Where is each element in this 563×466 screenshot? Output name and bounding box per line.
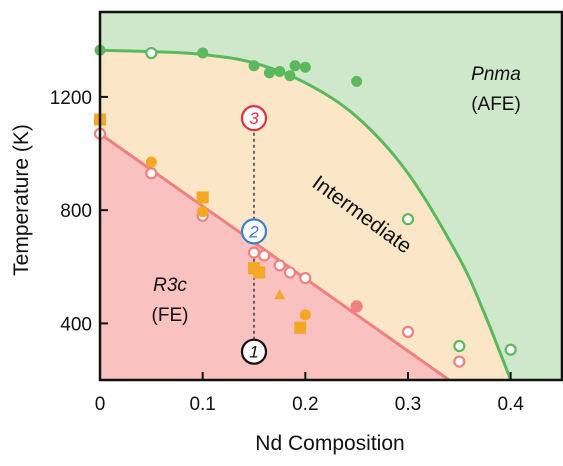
phase-boundaries xyxy=(99,48,513,382)
data-point-filled-circle xyxy=(145,156,157,168)
data-point-filled-circle xyxy=(299,61,311,73)
axes: 0 0.1 0.2 0.3 0.4 400 800 1200 xyxy=(50,88,525,415)
data-point-open-circle xyxy=(247,246,261,259)
x-tick-label: 0.3 xyxy=(395,394,421,415)
pnma-region-label: (AFE) xyxy=(471,94,521,115)
data-point-open-circle xyxy=(401,213,415,226)
data-point-filled-square xyxy=(294,321,307,334)
data-point-open-circle xyxy=(299,271,312,285)
y-axis-label: Temperature (K) xyxy=(10,124,33,276)
x-axis-label: Nd Composition xyxy=(255,432,404,455)
r3c-region-symbol: R3c xyxy=(153,275,187,296)
y-tick-label: 1200 xyxy=(50,88,92,109)
data-point-open-circle xyxy=(283,266,297,279)
afe-phase-boundary-curve xyxy=(99,48,513,381)
data-point-filled-circle xyxy=(289,60,301,72)
state-marker-label: 2 xyxy=(248,222,259,241)
data-point-filled-square xyxy=(196,191,209,204)
data-point-open-circle xyxy=(145,46,158,60)
data-point-filled-circle xyxy=(197,47,209,59)
data-point-open-circle xyxy=(401,325,415,338)
data-point-filled-circle xyxy=(284,70,296,82)
state-marker-label: 3 xyxy=(249,109,259,128)
state-markers: 1 2 3 xyxy=(240,105,268,365)
data-point-filled-circle xyxy=(351,300,363,312)
x-tick-label: 0.4 xyxy=(497,394,524,415)
data-point-filled-square xyxy=(253,266,266,279)
data-point-open-circle xyxy=(453,355,466,368)
y-tick-label: 800 xyxy=(60,201,92,222)
data-point-open-circle xyxy=(504,343,517,356)
data-point-filled-circle xyxy=(299,309,311,321)
data-point-filled-circle xyxy=(274,65,286,77)
data-point-filled-circle xyxy=(263,67,275,79)
data-points xyxy=(93,44,517,368)
data-point-filled-triangle xyxy=(274,289,286,300)
r3c-region-label: (FE) xyxy=(152,305,189,326)
x-tick-label: 0 xyxy=(95,394,106,415)
data-point-filled-circle xyxy=(197,206,209,218)
state-marker-label: 1 xyxy=(249,343,258,362)
data-point-open-circle xyxy=(145,167,158,180)
data-point-filled-circle xyxy=(351,75,363,87)
plot-frame xyxy=(98,10,563,382)
state-marker-circle xyxy=(240,338,268,365)
data-point-open-circle xyxy=(258,249,271,262)
state-marker-circle xyxy=(240,105,268,132)
data-point-open-circle xyxy=(273,259,286,272)
x-tick-label: 0.1 xyxy=(189,394,215,415)
x-tick-label: 0.2 xyxy=(292,394,318,415)
fe-phase-boundary-line xyxy=(99,132,450,382)
state-marker-circle xyxy=(240,218,268,245)
data-point-filled-circle xyxy=(248,60,260,72)
data-point-open-circle xyxy=(453,339,466,353)
y-tick-label: 400 xyxy=(60,314,92,335)
pnma-region-symbol: Pnma xyxy=(471,64,521,85)
